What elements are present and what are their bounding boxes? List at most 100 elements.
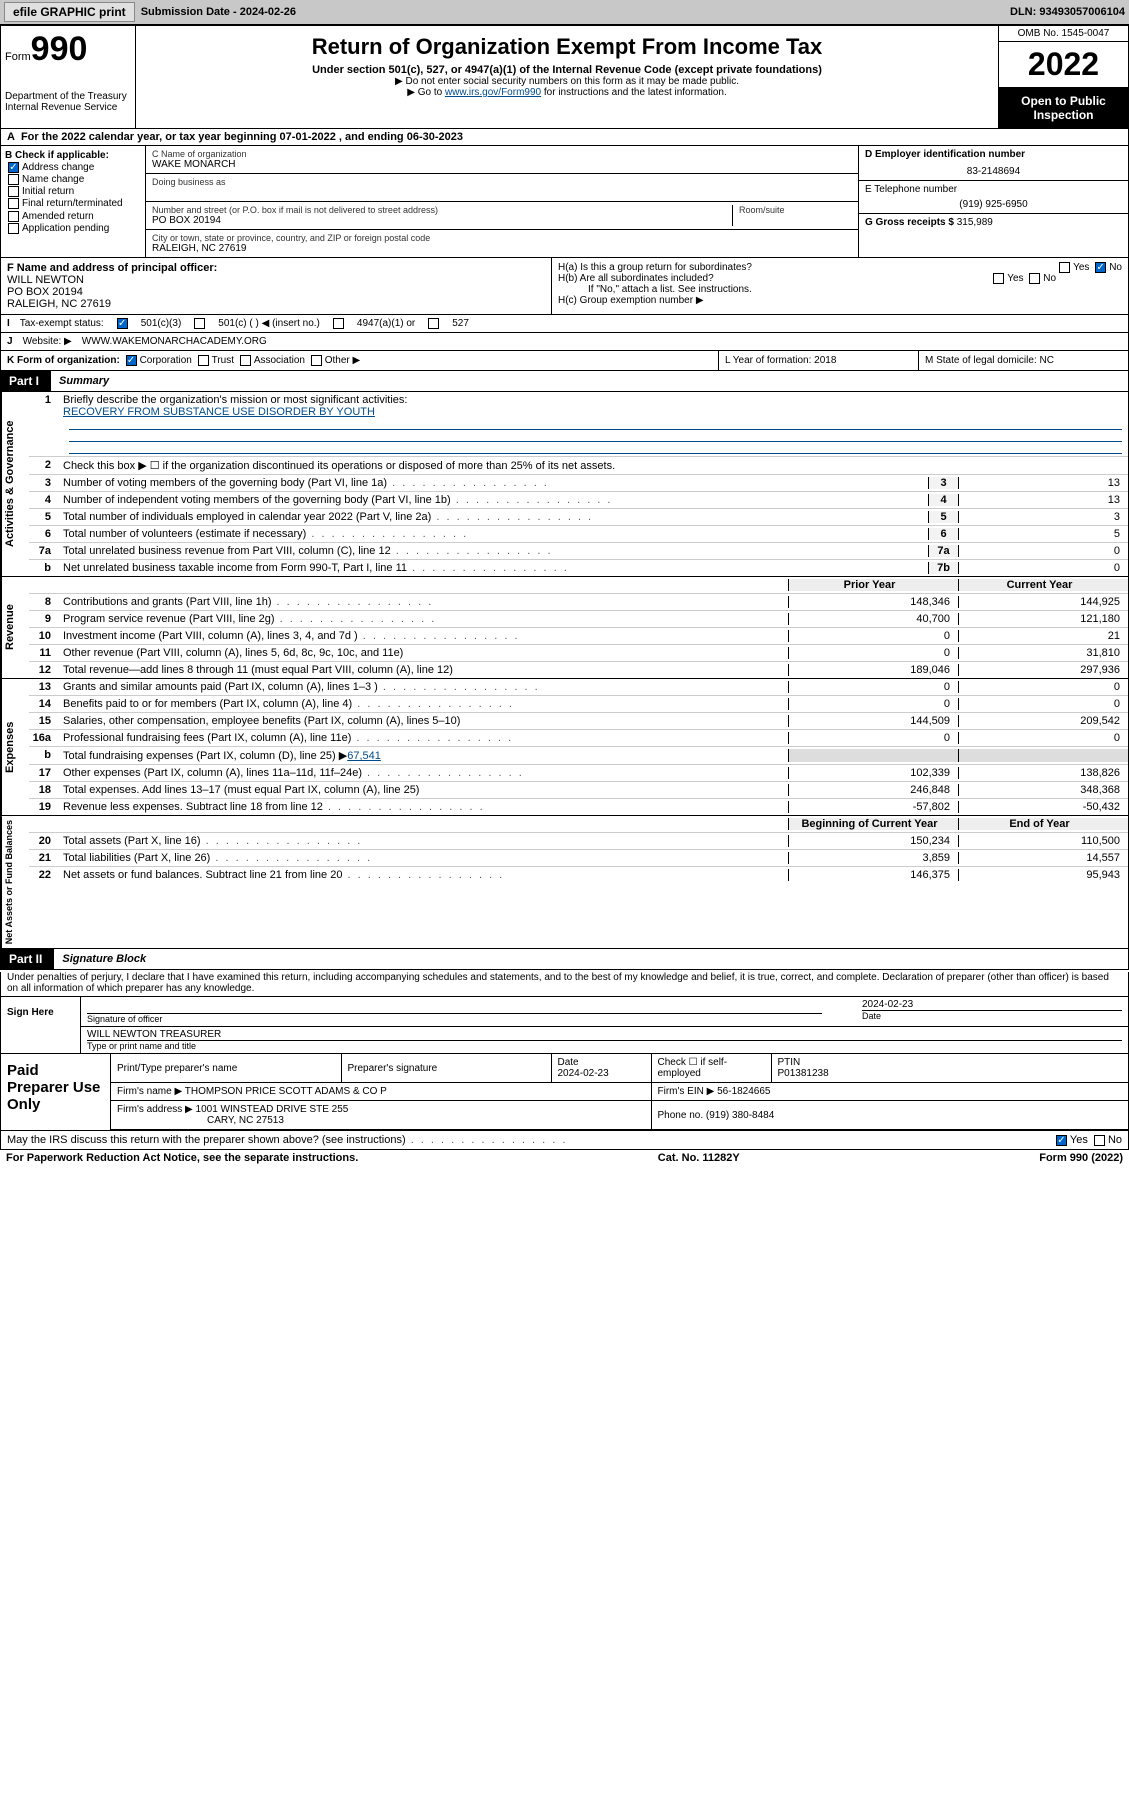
discuss-no[interactable] [1094, 1135, 1105, 1146]
sig-officer-label: Signature of officer [87, 1013, 822, 1024]
c-label: C Name of organization [152, 149, 852, 159]
v7a: 0 [958, 545, 1128, 557]
line22: Net assets or fund balances. Subtract li… [61, 869, 788, 881]
check-name-change[interactable]: Name change [5, 174, 141, 185]
year-formation: L Year of formation: 2018 [718, 351, 918, 370]
line14: Benefits paid to or for members (Part IX… [61, 698, 788, 710]
submission-date-label: Submission Date - 2024-02-26 [141, 6, 296, 18]
hb-row: H(b) Are all subordinates included? Yes … [558, 273, 1122, 284]
v7b: 0 [958, 562, 1128, 574]
check-initial-return[interactable]: Initial return [5, 186, 141, 197]
form-ref: Form 990 (2022) [1039, 1152, 1123, 1164]
g-label: G Gross receipts $ [865, 217, 954, 228]
check-application-pending[interactable]: Application pending [5, 223, 141, 234]
check-527[interactable] [428, 318, 439, 329]
preparer-date-label: Date [558, 1057, 645, 1068]
check-final-return[interactable]: Final return/terminated [5, 198, 141, 209]
discuss-row: May the IRS discuss this return with the… [0, 1131, 1129, 1150]
officer-name: WILL NEWTON [7, 274, 545, 286]
tax-year: 2022 [999, 42, 1128, 88]
check-other[interactable] [311, 355, 322, 366]
irs-label: Internal Revenue Service [5, 102, 131, 113]
sign-here-label: Sign Here [1, 997, 81, 1053]
firm-addr-label: Firm's address ▶ [117, 1104, 193, 1115]
ein: 83-2148694 [865, 166, 1122, 177]
part2-header: Part II Signature Block [0, 949, 1129, 970]
self-employed-check[interactable]: Check ☐ if self-employed [658, 1057, 765, 1079]
line13: Grants and similar amounts paid (Part IX… [61, 681, 788, 693]
line1-value: RECOVERY FROM SUBSTANCE USE DISORDER BY … [63, 406, 375, 418]
group-governance: Activities & Governance [1, 392, 29, 576]
hc-row: H(c) Group exemption number ▶ [558, 295, 1122, 306]
ptin-label: PTIN [778, 1057, 1123, 1068]
form990-link[interactable]: www.irs.gov/Form990 [445, 87, 541, 98]
signature-block: Under penalties of perjury, I declare th… [0, 972, 1129, 1054]
sig-date: 2024-02-23 [862, 999, 1122, 1010]
part1-header: Part I Summary [0, 371, 1129, 392]
check-501c[interactable] [194, 318, 205, 329]
part1-summary: Activities & Governance 1 Briefly descri… [0, 392, 1129, 949]
e-label: E Telephone number [865, 184, 1122, 195]
line16a: Professional fundraising fees (Part IX, … [61, 732, 788, 744]
row-i: I Tax-exempt status: 501(c)(3) 501(c) ( … [0, 315, 1129, 333]
check-501c3[interactable] [117, 318, 128, 329]
check-association[interactable] [240, 355, 251, 366]
street-address: PO BOX 20194 [152, 215, 732, 226]
check-address-change[interactable]: Address change [5, 162, 141, 173]
line7a: Total unrelated business revenue from Pa… [61, 545, 928, 557]
city-label: City or town, state or province, country… [152, 233, 852, 243]
phone: (919) 925-6950 [865, 199, 1122, 210]
page-footer: For Paperwork Reduction Act Notice, see … [0, 1150, 1129, 1166]
addr-label: Number and street (or P.O. box if mail i… [152, 205, 732, 215]
firm-phone-label: Phone no. [658, 1110, 704, 1121]
officer-addr1: PO BOX 20194 [7, 286, 545, 298]
check-corporation[interactable] [126, 355, 137, 366]
discuss-yes[interactable] [1056, 1135, 1067, 1146]
print-name-label: Type or print name and title [87, 1040, 1122, 1051]
b-label: B Check if applicable: [5, 150, 141, 161]
end-year-hdr: End of Year [958, 818, 1128, 830]
firm-ein-label: Firm's EIN ▶ [658, 1086, 715, 1097]
check-4947[interactable] [333, 318, 344, 329]
line9: Program service revenue (Part VIII, line… [61, 613, 788, 625]
line8: Contributions and grants (Part VIII, lin… [61, 596, 788, 608]
line19: Revenue less expenses. Subtract line 18 … [61, 801, 788, 813]
v5: 3 [958, 511, 1128, 523]
omb-number: OMB No. 1545-0047 [999, 26, 1128, 42]
form-header: Form990 Department of the Treasury Inter… [0, 25, 1129, 129]
check-amended[interactable]: Amended return [5, 211, 141, 222]
line3: Number of voting members of the governin… [61, 477, 928, 489]
line1-label: Briefly describe the organization's miss… [63, 394, 407, 406]
state-domicile: M State of legal domicile: NC [918, 351, 1128, 370]
dba-label: Doing business as [152, 177, 852, 187]
preparer-sig-label: Preparer's signature [348, 1063, 545, 1074]
firm-name-label: Firm's name ▶ [117, 1086, 182, 1097]
v4: 13 [958, 494, 1128, 506]
group-expenses: Expenses [1, 679, 29, 815]
begin-year-hdr: Beginning of Current Year [788, 818, 958, 830]
line11: Other revenue (Part VIII, column (A), li… [61, 647, 788, 659]
gross-receipts: 315,989 [957, 217, 993, 228]
line7b: Net unrelated business taxable income fr… [61, 562, 928, 574]
line17: Other expenses (Part IX, column (A), lin… [61, 767, 788, 779]
line4: Number of independent voting members of … [61, 494, 928, 506]
cat-no: Cat. No. 11282Y [658, 1152, 740, 1164]
paperwork-notice: For Paperwork Reduction Act Notice, see … [6, 1152, 358, 1164]
entity-block: B Check if applicable: Address change Na… [0, 146, 1129, 258]
line12: Total revenue—add lines 8 through 11 (mu… [61, 664, 788, 676]
dept-treasury: Department of the Treasury [5, 91, 131, 102]
line20: Total assets (Part X, line 16) [61, 835, 788, 847]
website: WWW.WAKEMONARCHACADEMY.ORG [82, 336, 267, 347]
current-year-hdr: Current Year [958, 579, 1128, 591]
firm-name: THOMPSON PRICE SCOTT ADAMS & CO P [185, 1086, 387, 1097]
efile-button[interactable]: efile GRAPHIC print [4, 2, 135, 22]
hb-note: If "No," attach a list. See instructions… [558, 284, 1122, 295]
row-j: J Website: ▶ WWW.WAKEMONARCHACADEMY.ORG [0, 333, 1129, 351]
preparer-date: 2024-02-23 [558, 1068, 645, 1079]
city-state-zip: RALEIGH, NC 27619 [152, 243, 852, 254]
line5: Total number of individuals employed in … [61, 511, 928, 523]
paid-preparer-block: Paid Preparer Use Only Print/Type prepar… [0, 1054, 1129, 1131]
check-trust[interactable] [198, 355, 209, 366]
line10: Investment income (Part VIII, column (A)… [61, 630, 788, 642]
perjury-statement: Under penalties of perjury, I declare th… [7, 972, 1122, 994]
